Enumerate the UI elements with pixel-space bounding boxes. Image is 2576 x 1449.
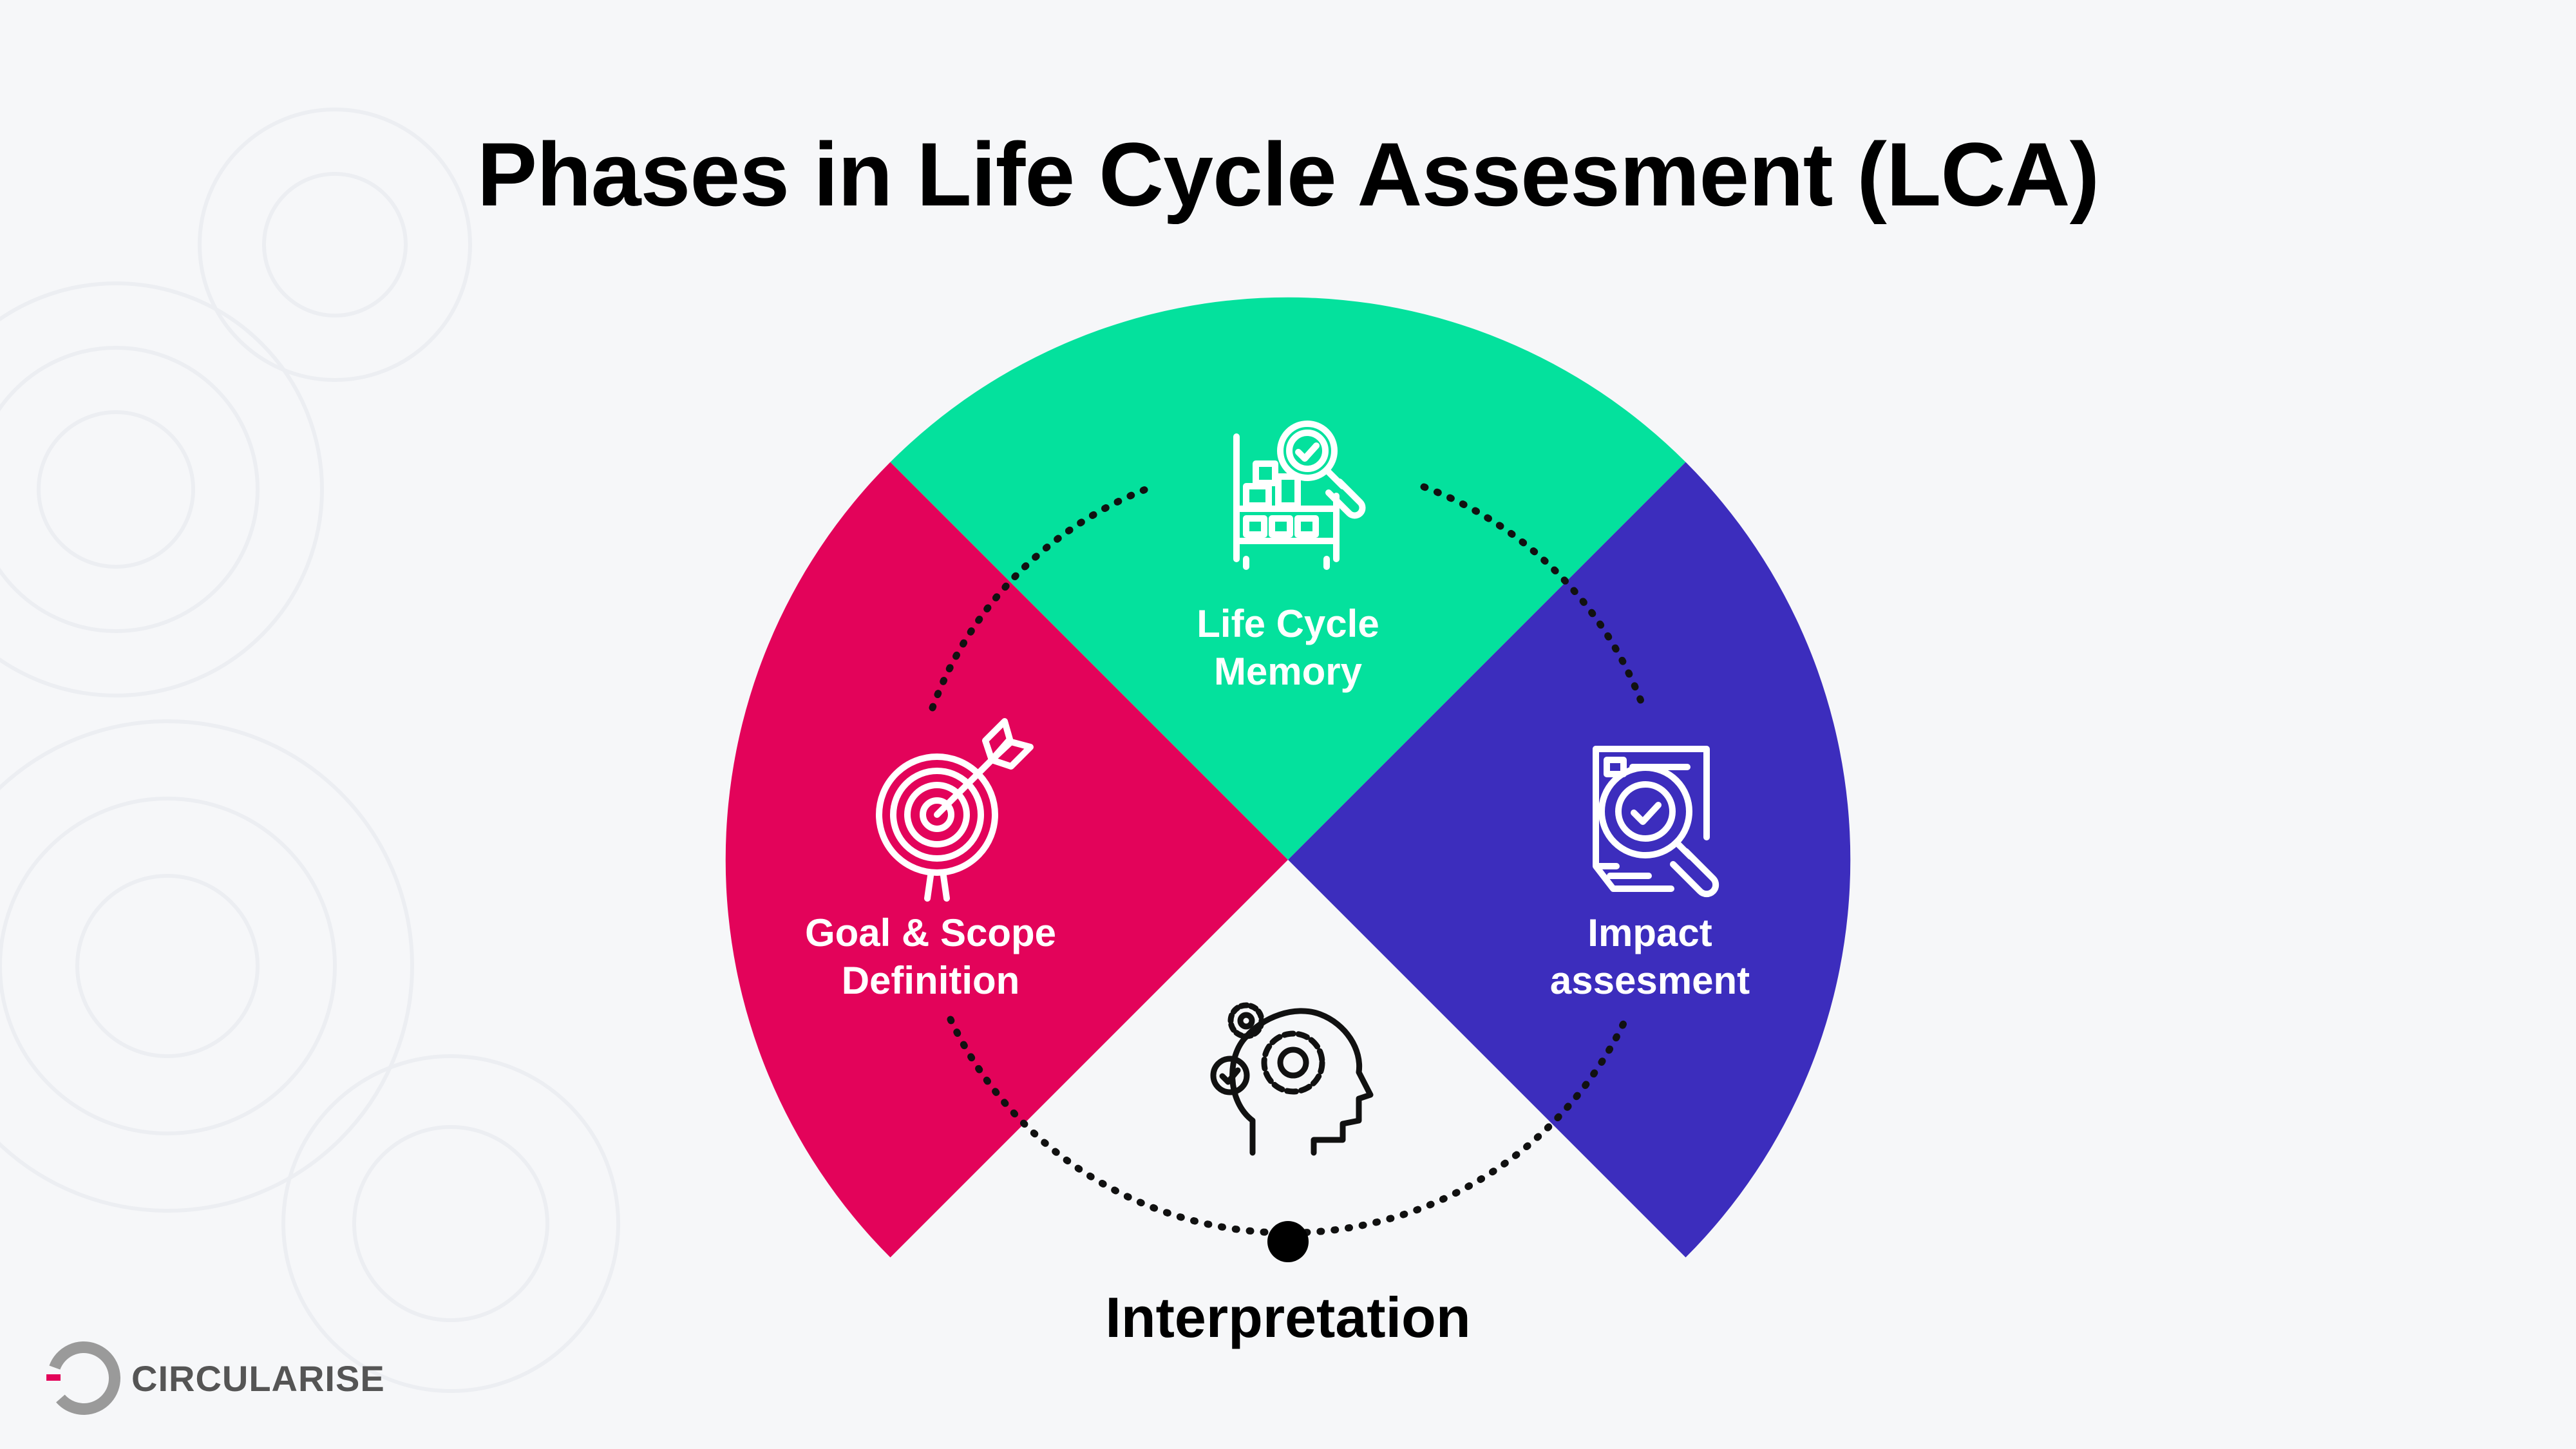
brand-logo: CIRCULARISE — [45, 1340, 385, 1417]
sector-impact — [1288, 462, 1851, 1258]
brand-name: CIRCULARISE — [131, 1358, 385, 1399]
phase-label-goal-scope-line2: Definition — [841, 959, 1020, 1002]
phase-label-impact-line1: Impact — [1587, 911, 1712, 954]
sector-goal-scope — [725, 462, 1288, 1258]
phase-label-goal-scope-line1: Goal & Scope — [804, 911, 1057, 954]
phase-label-life-cycle-line1: Life Cycle — [1197, 602, 1379, 645]
head-gears-icon — [1210, 1002, 1374, 1156]
phase-label-impact-line2: assesment — [1549, 959, 1750, 1002]
circularise-logo-icon — [46, 1341, 120, 1415]
phase-label-goal-scope: Goal & Scope Definition — [763, 909, 1098, 1005]
sector-life-cycle — [890, 297, 1686, 860]
inventory-shelf-magnifier-icon — [1233, 421, 1366, 570]
phase-label-life-cycle: Life Cycle Memory — [1121, 600, 1455, 696]
phase-label-life-cycle-line2: Memory — [1213, 650, 1363, 693]
document-magnifier-icon — [1593, 746, 1719, 898]
connector-arc-top-left — [929, 483, 1156, 712]
page-title: Phases in Life Cycle Assesment (LCA) — [477, 124, 2100, 225]
phase-label-impact: Impact assesment — [1482, 909, 1817, 1005]
interpretation-label: Interpretation — [1105, 1285, 1471, 1349]
connector-arc-top-right — [1420, 483, 1647, 712]
interpretation-marker-dot — [1267, 1221, 1309, 1262]
connector-arc-bottom — [947, 1016, 1629, 1236]
background-ripples — [0, 108, 620, 1393]
target-icon — [876, 718, 1034, 902]
